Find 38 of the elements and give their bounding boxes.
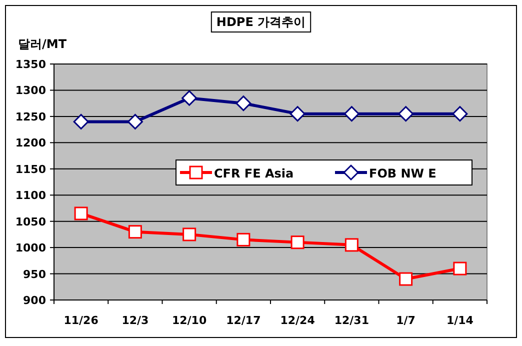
y-axis-title: 달러/MT: [18, 37, 68, 51]
point: [398, 106, 414, 122]
y-tick-label: 1250: [15, 110, 46, 124]
chart-title: HDPE 가격추이: [216, 15, 306, 29]
point: [182, 90, 198, 106]
point: [399, 272, 413, 286]
point: [73, 114, 89, 130]
x-tick-label: 12/10: [172, 314, 207, 327]
point: [182, 228, 196, 242]
y-tick-label: 1150: [15, 162, 46, 176]
y-tick-label: 1100: [15, 189, 46, 202]
x-tick-label: 12/24: [280, 314, 316, 327]
y-tick-label: 1300: [15, 84, 46, 98]
point: [290, 106, 306, 122]
point: [452, 106, 468, 122]
x-tick-label: 12/3: [122, 314, 149, 327]
point: [74, 206, 88, 220]
x-tick-label: 12/31: [334, 314, 370, 327]
point: [344, 106, 360, 122]
y-tick-label: 900: [23, 294, 46, 307]
y-tick-label: 1200: [15, 136, 46, 150]
point: [344, 238, 358, 252]
point: [236, 232, 250, 246]
x-tick-label: 12/17: [226, 314, 261, 327]
point: [290, 236, 304, 250]
point: [127, 114, 143, 130]
y-tick-label: 1000: [15, 242, 46, 255]
x-tick-label: 1/7: [396, 314, 416, 327]
y-tick-label: 1050: [15, 215, 46, 228]
x-tick-label: 1/14: [446, 314, 474, 327]
point: [453, 262, 467, 276]
y-tick-label: 1350: [15, 58, 46, 71]
y-tick-label: 950: [23, 268, 46, 281]
x-tick-label: 11/26: [64, 314, 99, 327]
point: [236, 96, 252, 112]
legend-label: CFR FE Asia: [214, 166, 294, 180]
legend-label: FOB NW E: [369, 166, 436, 180]
point: [128, 225, 142, 239]
